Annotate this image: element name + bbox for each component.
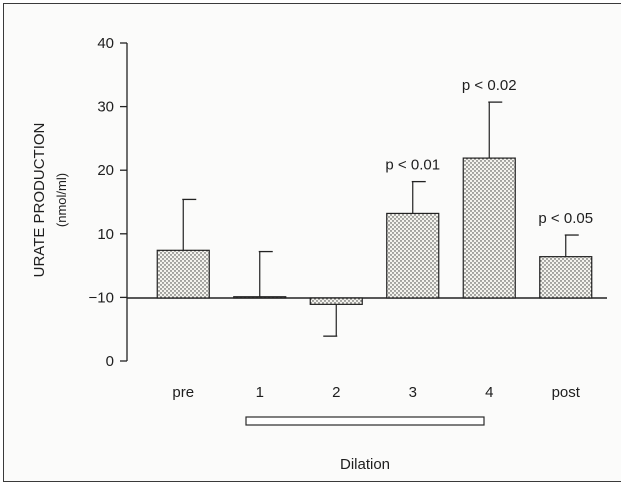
bar-pre	[156, 249, 210, 299]
y-tick-label: 10	[97, 226, 114, 243]
bar-4	[462, 157, 516, 299]
y-axis-label: URATE PRODUCTION	[31, 123, 48, 278]
bar-post	[539, 256, 593, 299]
annotation-label: p < 0.02	[462, 77, 517, 94]
bar-2	[309, 297, 363, 305]
bar-3	[386, 212, 440, 299]
x-tick-label: post	[552, 384, 581, 401]
dilation-bar	[245, 416, 485, 426]
y-tick-label: 40	[97, 35, 114, 52]
y-tick-label: 30	[97, 99, 114, 116]
x-tick-label: pre	[172, 384, 194, 401]
annotation-label: p < 0.01	[385, 157, 440, 174]
chart-frame	[3, 3, 621, 482]
bar-1	[233, 296, 287, 299]
x-tick-label: 2	[332, 384, 340, 401]
y-tick-label: 20	[97, 162, 114, 179]
y-tick-label: −10	[89, 289, 114, 306]
x-tick-label: 1	[256, 384, 264, 401]
x-tick-label: 4	[485, 384, 493, 401]
x-axis-label: Dilation	[340, 456, 390, 473]
y-axis-unit: (nmol/ml)	[54, 173, 69, 227]
y-tick-label: 0	[106, 353, 114, 370]
x-tick-label: 3	[409, 384, 417, 401]
annotation-label: p < 0.05	[538, 210, 593, 227]
